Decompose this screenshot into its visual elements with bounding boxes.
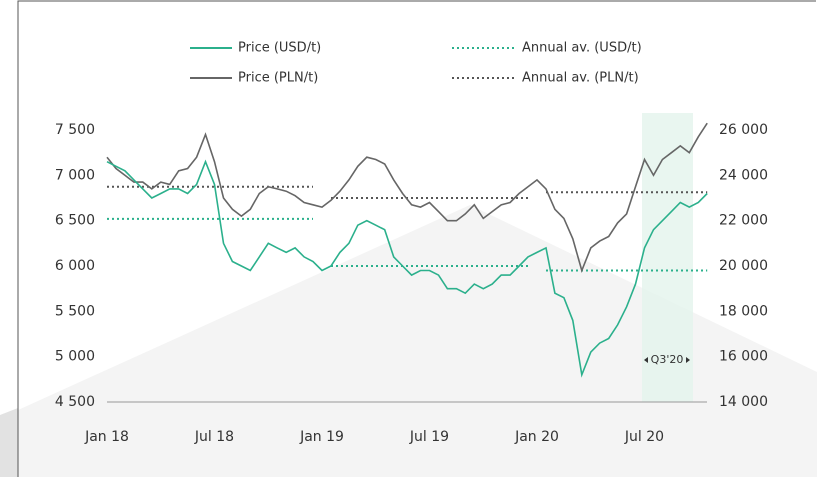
highlight-band — [642, 113, 693, 402]
x-tick-label: Jul 19 — [409, 429, 449, 445]
legend-label: Annual av. (PLN/t) — [522, 71, 639, 86]
arrow-left — [644, 357, 648, 363]
x-tick-label: Jul 20 — [624, 429, 664, 445]
y-tick-label: 7 000 — [55, 167, 95, 183]
series-line — [107, 185, 708, 199]
legend-label: Price (USD/t) — [238, 41, 321, 56]
y2-tick-label: 14 000 — [719, 394, 768, 410]
arrow-right — [686, 357, 690, 363]
x-tick-label: Jan 19 — [299, 429, 344, 445]
y2-tick-label: 18 000 — [719, 303, 768, 319]
legend-label: Price (PLN/t) — [238, 71, 318, 86]
y2-tick-label: 26 000 — [719, 122, 768, 138]
decor-shape — [0, 408, 18, 477]
series-line — [107, 217, 708, 272]
y-tick-label: 5 500 — [55, 303, 95, 319]
y-tick-label: 6 500 — [55, 213, 95, 229]
x-tick-label: Jan 20 — [514, 429, 559, 445]
y2-tick-label: 20 000 — [719, 258, 768, 274]
y2-tick-label: 24 000 — [719, 167, 768, 183]
annotation: Q3'20 — [651, 353, 684, 366]
x-tick-label: Jul 18 — [194, 429, 234, 445]
y2-tick-label: 16 000 — [719, 349, 768, 365]
frame — [17, 0, 816, 477]
decor-shape — [18, 205, 817, 477]
plot: 4 500 5 000 5 500 6 000 6 500 7 000 7 500 14 00… — [55, 122, 768, 445]
y-tick-label: 4 500 — [55, 394, 95, 410]
legend: Price (USD/t) Price (PLN/t) Annual av. (US… — [190, 41, 642, 86]
y-tick-label: 6 000 — [55, 258, 95, 274]
y-tick-label: 5 000 — [55, 349, 95, 365]
legend-label: Annual av. (USD/t) — [522, 41, 642, 56]
y2-tick-label: 22 000 — [719, 213, 768, 229]
x-tick-label: Jan 18 — [84, 429, 129, 445]
y-tick-label: 7 500 — [55, 122, 95, 138]
series-line — [106, 122, 708, 273]
series-line — [106, 159, 708, 378]
